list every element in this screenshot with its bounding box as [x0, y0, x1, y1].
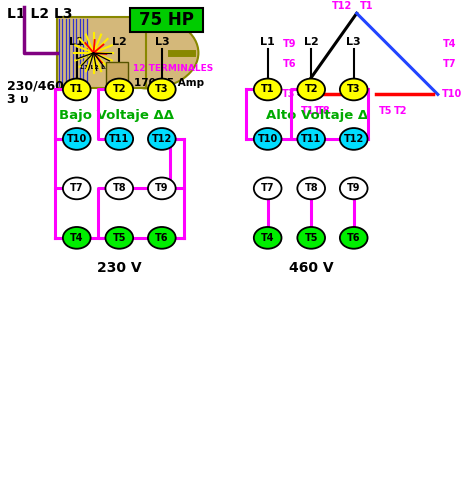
Text: L1 L2 L3: L1 L2 L3 — [80, 64, 109, 70]
Text: T6: T6 — [155, 233, 169, 243]
Ellipse shape — [148, 178, 176, 200]
Ellipse shape — [105, 78, 133, 100]
Text: L1: L1 — [260, 37, 275, 47]
Ellipse shape — [297, 78, 325, 100]
Text: L1 L2 L3: L1 L2 L3 — [8, 8, 73, 22]
Ellipse shape — [254, 128, 282, 150]
Text: L2: L2 — [304, 37, 319, 47]
Ellipse shape — [254, 78, 282, 100]
Ellipse shape — [254, 227, 282, 248]
Ellipse shape — [148, 128, 176, 150]
Text: L3: L3 — [346, 37, 361, 47]
Ellipse shape — [340, 178, 367, 200]
Text: T12: T12 — [344, 134, 364, 144]
Text: T10: T10 — [442, 90, 462, 100]
Ellipse shape — [63, 227, 91, 248]
Ellipse shape — [340, 78, 367, 100]
FancyBboxPatch shape — [57, 18, 146, 88]
Text: T11: T11 — [109, 134, 129, 144]
Text: T5: T5 — [112, 233, 126, 243]
Ellipse shape — [297, 227, 325, 248]
Text: 170/85 Amp: 170/85 Amp — [134, 78, 204, 88]
Text: L1: L1 — [69, 37, 84, 47]
Text: T11: T11 — [301, 134, 321, 144]
Text: T3: T3 — [347, 84, 361, 94]
Text: T7: T7 — [261, 184, 274, 194]
Ellipse shape — [105, 178, 133, 200]
Text: T1: T1 — [261, 84, 274, 94]
Text: 230 V: 230 V — [97, 260, 142, 274]
Text: T10: T10 — [67, 134, 87, 144]
Text: T4: T4 — [261, 233, 274, 243]
Text: T12: T12 — [331, 2, 352, 12]
Text: T3: T3 — [282, 90, 295, 100]
Text: L3: L3 — [155, 37, 169, 47]
Text: T6: T6 — [283, 58, 296, 68]
Text: T8: T8 — [317, 106, 331, 117]
Text: T9: T9 — [155, 184, 169, 194]
Ellipse shape — [105, 128, 133, 150]
Text: T2: T2 — [112, 84, 126, 94]
Text: T4: T4 — [70, 233, 83, 243]
FancyBboxPatch shape — [107, 62, 128, 90]
Text: T12: T12 — [152, 134, 172, 144]
Ellipse shape — [105, 227, 133, 248]
Ellipse shape — [100, 18, 199, 88]
FancyBboxPatch shape — [130, 8, 203, 32]
Text: T9: T9 — [347, 184, 361, 194]
Text: T2: T2 — [304, 84, 318, 94]
Ellipse shape — [297, 128, 325, 150]
Ellipse shape — [340, 128, 367, 150]
Text: T8: T8 — [304, 184, 318, 194]
Text: T2: T2 — [394, 106, 408, 117]
Text: T6: T6 — [347, 233, 361, 243]
Ellipse shape — [63, 78, 91, 100]
Ellipse shape — [148, 78, 176, 100]
Text: T4: T4 — [443, 39, 456, 49]
Text: 460 V: 460 V — [289, 260, 334, 274]
Text: 230/460 V: 230/460 V — [8, 80, 78, 93]
Text: T3: T3 — [155, 84, 169, 94]
Text: T7: T7 — [70, 184, 83, 194]
Ellipse shape — [340, 227, 367, 248]
Ellipse shape — [63, 178, 91, 200]
Text: T11: T11 — [301, 106, 321, 117]
Text: T8: T8 — [112, 184, 126, 194]
Text: 3 υ: 3 υ — [8, 93, 29, 106]
Text: T1: T1 — [360, 2, 373, 12]
Text: T9: T9 — [283, 39, 296, 49]
Ellipse shape — [148, 227, 176, 248]
Text: T5: T5 — [304, 233, 318, 243]
Text: T7: T7 — [443, 58, 456, 68]
Ellipse shape — [63, 128, 91, 150]
Ellipse shape — [297, 178, 325, 200]
Text: Bajo Voltaje ΔΔ: Bajo Voltaje ΔΔ — [59, 110, 174, 122]
Ellipse shape — [254, 178, 282, 200]
Text: T5: T5 — [378, 106, 392, 117]
Text: 75 HP: 75 HP — [139, 11, 194, 29]
Text: T10: T10 — [257, 134, 278, 144]
Text: L2: L2 — [112, 37, 127, 47]
Text: Alto Voltaje Δ: Alto Voltaje Δ — [266, 110, 368, 122]
Text: 12 TERMINALES: 12 TERMINALES — [133, 64, 213, 73]
Text: T1: T1 — [70, 84, 83, 94]
